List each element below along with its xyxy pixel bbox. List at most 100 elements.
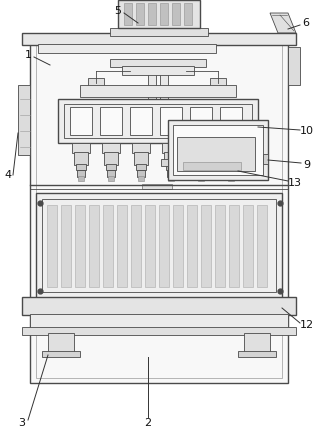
Bar xyxy=(166,164,176,170)
Bar xyxy=(74,152,88,165)
Bar xyxy=(183,162,241,170)
Bar xyxy=(159,205,169,287)
Bar xyxy=(172,3,180,25)
Bar xyxy=(58,99,258,143)
Bar xyxy=(22,297,296,315)
Bar xyxy=(160,65,168,103)
Bar xyxy=(177,137,255,171)
Bar xyxy=(88,78,104,88)
Bar xyxy=(70,107,92,135)
Bar xyxy=(136,164,146,170)
Bar xyxy=(110,28,208,36)
Bar xyxy=(263,154,268,164)
Bar xyxy=(134,152,148,165)
Bar xyxy=(136,3,144,25)
Bar xyxy=(145,205,155,287)
Text: 3: 3 xyxy=(18,418,26,428)
Bar xyxy=(196,164,206,170)
Text: 9: 9 xyxy=(304,160,311,170)
Bar xyxy=(243,205,253,287)
Bar xyxy=(173,205,183,287)
Bar xyxy=(30,38,288,383)
Bar xyxy=(110,59,206,67)
Bar xyxy=(22,327,296,335)
Bar xyxy=(167,170,175,177)
Bar xyxy=(18,85,30,155)
Text: 5: 5 xyxy=(114,6,122,16)
Bar xyxy=(224,152,238,165)
Bar xyxy=(288,47,300,85)
Bar xyxy=(89,205,99,287)
Bar xyxy=(257,205,267,287)
Bar xyxy=(148,3,156,25)
Bar xyxy=(64,104,252,138)
Bar xyxy=(107,170,115,177)
Bar xyxy=(244,333,270,353)
Bar xyxy=(36,44,282,378)
Text: 12: 12 xyxy=(300,320,314,330)
Bar xyxy=(124,3,132,25)
Bar xyxy=(42,351,80,357)
Bar xyxy=(198,176,204,181)
Bar xyxy=(77,170,85,177)
Bar xyxy=(103,205,113,287)
Bar xyxy=(118,0,200,28)
Bar xyxy=(222,143,240,153)
Bar xyxy=(132,143,150,153)
Bar xyxy=(226,164,236,170)
Bar xyxy=(229,205,239,287)
Text: 4: 4 xyxy=(5,170,12,180)
Bar xyxy=(78,176,84,181)
Bar xyxy=(194,152,208,165)
Bar xyxy=(148,65,156,103)
Bar xyxy=(36,193,282,298)
Bar xyxy=(187,205,197,287)
Bar xyxy=(201,205,211,287)
Text: 2: 2 xyxy=(145,418,152,428)
Bar xyxy=(238,351,276,357)
Bar xyxy=(106,164,116,170)
Bar xyxy=(228,176,234,181)
Bar xyxy=(75,205,85,287)
Bar xyxy=(104,152,118,165)
Bar xyxy=(168,120,268,180)
Bar xyxy=(190,107,212,135)
Bar xyxy=(192,143,210,153)
Bar xyxy=(100,107,122,135)
Bar xyxy=(210,78,226,88)
Bar xyxy=(215,205,225,287)
Bar xyxy=(142,184,172,189)
Bar xyxy=(197,170,205,177)
Bar xyxy=(72,143,90,153)
Bar xyxy=(38,44,216,53)
Bar xyxy=(138,176,144,181)
Bar xyxy=(137,170,145,177)
Bar xyxy=(131,205,141,287)
Bar xyxy=(48,333,74,353)
Bar xyxy=(130,107,152,135)
Bar xyxy=(162,143,180,153)
Bar xyxy=(160,3,168,25)
Text: 1: 1 xyxy=(25,50,31,60)
Bar xyxy=(61,205,71,287)
Polygon shape xyxy=(270,13,296,33)
Bar xyxy=(168,176,174,181)
Bar xyxy=(80,85,236,97)
Text: 10: 10 xyxy=(300,126,314,136)
Bar xyxy=(161,159,168,166)
Bar xyxy=(30,314,288,328)
Bar xyxy=(227,170,235,177)
Bar xyxy=(220,107,242,135)
Bar xyxy=(164,152,178,165)
Bar xyxy=(76,164,86,170)
Text: 13: 13 xyxy=(288,178,302,188)
Bar xyxy=(160,107,182,135)
Bar xyxy=(102,143,120,153)
Bar xyxy=(47,205,57,287)
Bar xyxy=(42,199,276,292)
Text: 6: 6 xyxy=(303,18,309,28)
Bar xyxy=(117,205,127,287)
Bar xyxy=(122,66,194,75)
Bar xyxy=(22,33,296,45)
Bar xyxy=(108,176,114,181)
